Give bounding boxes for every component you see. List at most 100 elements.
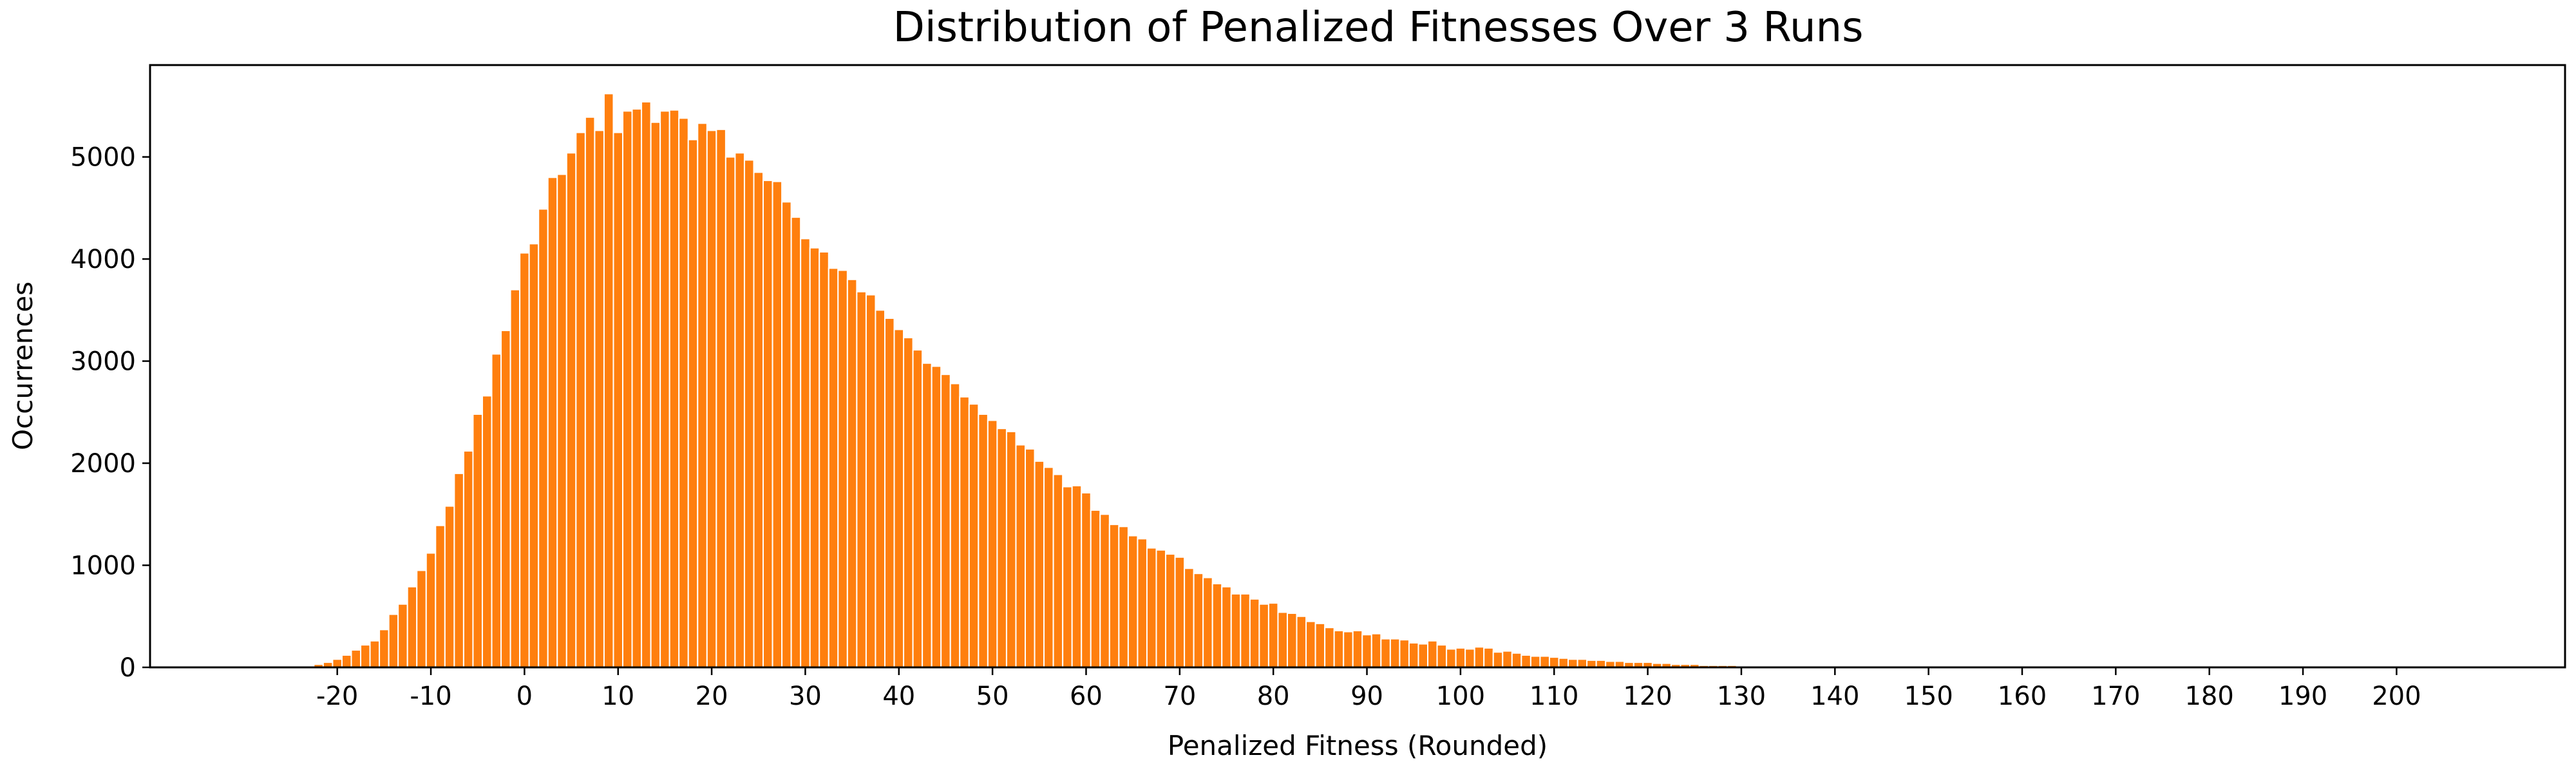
histogram-bar — [1230, 593, 1242, 669]
x-tick-label: 20 — [696, 682, 728, 711]
histogram-bar — [1595, 659, 1607, 669]
histogram-bar — [1380, 638, 1391, 669]
histogram-bar — [912, 349, 923, 668]
x-tick-label: 70 — [1163, 682, 1196, 711]
x-tick-label: 80 — [1257, 682, 1290, 711]
histogram-bar — [406, 586, 418, 668]
histogram-bar — [1558, 657, 1569, 668]
x-tick-label: 100 — [1436, 682, 1485, 711]
histogram-bar — [1436, 644, 1448, 669]
histogram-bar — [1530, 655, 1541, 669]
histogram-bar — [724, 156, 736, 668]
histogram-bar — [594, 129, 605, 669]
histogram-bar — [884, 318, 895, 668]
histogram-bar — [1370, 633, 1382, 669]
histogram-bar — [753, 171, 764, 668]
histogram-bar — [1034, 460, 1045, 668]
histogram-bar — [1221, 586, 1232, 668]
x-tick-label: 110 — [1530, 682, 1578, 711]
histogram-bar — [332, 658, 343, 669]
histogram-bar — [1211, 583, 1223, 668]
x-tick-label: 10 — [601, 682, 634, 711]
histogram-bar — [612, 131, 624, 668]
x-tick-label: 0 — [516, 682, 533, 711]
x-tick-label: 200 — [2372, 682, 2421, 711]
histogram-bar — [556, 173, 567, 668]
histogram-bar — [1137, 538, 1148, 668]
histogram-bar — [472, 413, 483, 668]
histogram-bar — [715, 128, 726, 668]
histogram-bar — [1408, 642, 1419, 668]
bars-group — [303, 93, 1794, 669]
histogram-bar — [1090, 509, 1101, 669]
histogram-bar — [1118, 526, 1129, 668]
histogram-bar — [360, 644, 371, 669]
histogram-bar — [1343, 631, 1354, 669]
y-axis-ticks: 0 1000 2000 3000 4000 5000 — [70, 143, 150, 683]
histogram-bar — [706, 129, 717, 669]
histogram-bar — [893, 329, 905, 668]
x-tick-label: 50 — [976, 682, 1009, 711]
histogram-bar — [1389, 638, 1401, 669]
x-tick-label: 170 — [2091, 682, 2140, 711]
histogram-bar — [762, 180, 773, 668]
histogram-bar — [1577, 658, 1588, 669]
histogram-bar — [949, 383, 961, 668]
histogram-bar — [1025, 448, 1036, 668]
histogram-bar — [1427, 640, 1438, 668]
histogram-bar — [603, 93, 614, 668]
histogram-bar — [1193, 573, 1204, 669]
histogram-bar — [1511, 652, 1522, 668]
histogram-bar — [519, 252, 530, 668]
histogram-bar — [978, 413, 989, 668]
histogram-bar — [1520, 654, 1531, 668]
histogram-bar — [435, 524, 446, 668]
histogram-bar — [631, 108, 643, 668]
histogram-bar — [1296, 615, 1307, 669]
histogram-bar — [678, 117, 689, 669]
x-tick-label: 150 — [1904, 682, 1953, 711]
histogram-bar — [1286, 613, 1298, 669]
histogram-bar — [781, 201, 792, 668]
histogram-bar — [397, 603, 408, 668]
x-tick-label: 90 — [1350, 682, 1383, 711]
histogram-bar — [538, 208, 549, 668]
histogram-bar — [846, 278, 858, 668]
histogram-bar — [1146, 547, 1157, 669]
histogram-bar — [1314, 622, 1326, 668]
y-tick-label: 1000 — [70, 551, 136, 581]
histogram-bar — [1267, 602, 1279, 668]
histogram-bar — [968, 403, 980, 668]
x-tick-label: 190 — [2278, 682, 2327, 711]
histogram-bar — [1165, 553, 1176, 669]
histogram-bar — [940, 374, 951, 668]
histogram-bar — [1258, 603, 1269, 668]
histogram-bar — [1464, 648, 1475, 668]
histogram-bar — [1539, 655, 1550, 669]
histogram-bar — [650, 121, 661, 668]
histogram-bar — [1446, 648, 1457, 668]
x-axis-ticks: -20 -10 0 10 20 30 40 50 60 70 80 90 100 110 120 130 140… — [316, 667, 2421, 711]
histogram-bar — [491, 353, 502, 668]
histogram-bar — [837, 269, 848, 668]
histogram-bar — [875, 309, 886, 668]
histogram-bar — [1324, 627, 1335, 669]
histogram-bar — [1005, 430, 1017, 668]
y-tick-label: 2000 — [70, 449, 136, 479]
histogram-bar — [416, 569, 427, 669]
histogram-bar — [659, 110, 670, 668]
histogram-bar — [565, 152, 577, 669]
histogram-bar — [584, 116, 596, 668]
histogram-bar — [425, 552, 437, 669]
x-tick-label: 130 — [1717, 682, 1766, 711]
histogram-bar — [734, 152, 745, 669]
x-tick-label: 160 — [1998, 682, 2047, 711]
histogram-bar — [462, 450, 474, 669]
histogram-bar — [1586, 659, 1597, 669]
histogram-bar — [1361, 634, 1372, 668]
histogram-bar — [1099, 513, 1110, 668]
histogram-bar — [800, 238, 811, 669]
chart-title: Distribution of Penalized Fitnesses Over… — [893, 4, 1864, 52]
histogram-bar — [865, 294, 876, 668]
histogram-bar — [1015, 444, 1027, 669]
